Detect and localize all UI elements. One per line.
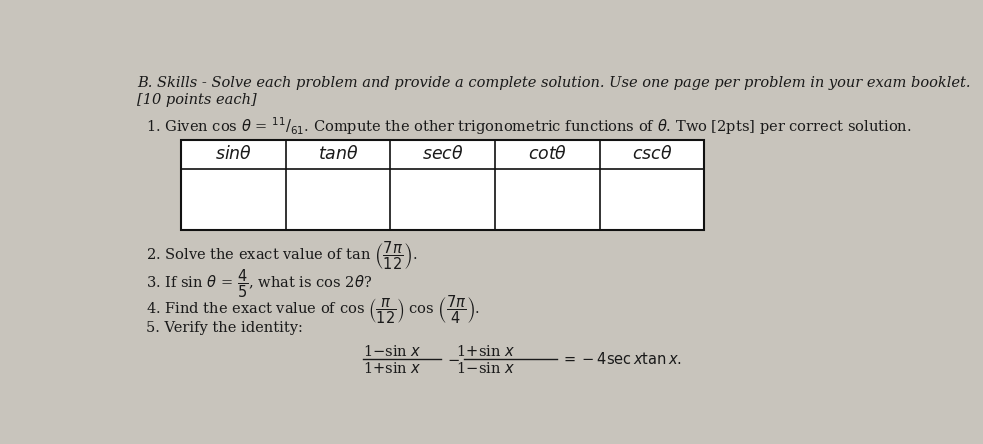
- Text: $sec θ$: $sec θ$: [422, 145, 463, 163]
- Text: 1$+$sin $x$        1$-$sin $x$: 1$+$sin $x$ 1$-$sin $x$: [363, 361, 515, 376]
- Text: $sin θ$: $sin θ$: [214, 145, 252, 163]
- Text: $tan θ$: $tan θ$: [318, 145, 359, 163]
- Text: $= -4\sec x\tan x.$: $= -4\sec x\tan x.$: [560, 351, 682, 367]
- Text: 1$-$sin $x$        1$+$sin $x$: 1$-$sin $x$ 1$+$sin $x$: [363, 345, 515, 359]
- Text: $csc θ$: $csc θ$: [632, 145, 672, 163]
- Text: 5. Verify the identity:: 5. Verify the identity:: [146, 321, 303, 335]
- Text: $cot θ$: $cot θ$: [528, 145, 567, 163]
- Text: 3. If sin $\theta$ = $\dfrac{4}{5}$, what is cos 2$\theta$?: 3. If sin $\theta$ = $\dfrac{4}{5}$, wha…: [146, 267, 373, 300]
- Text: B. Skills - Solve each problem and provide a complete solution. Use one page per: B. Skills - Solve each problem and provi…: [137, 76, 970, 91]
- Text: $-$: $-$: [447, 352, 460, 366]
- Bar: [181, 139, 704, 230]
- Text: 2. Solve the exact value of tan $\left(\dfrac{7\pi}{12}\right)$.: 2. Solve the exact value of tan $\left(\…: [146, 240, 418, 272]
- Text: [10 points each]: [10 points each]: [137, 93, 257, 107]
- Text: 4. Find the exact value of cos $\left(\dfrac{\pi}{12}\right)$ cos $\left(\dfrac{: 4. Find the exact value of cos $\left(\d…: [146, 293, 481, 326]
- Text: 1. Given cos $\theta$ = $^{11}/_{61}$. Compute the other trigonometric functions: 1. Given cos $\theta$ = $^{11}/_{61}$. C…: [146, 115, 911, 137]
